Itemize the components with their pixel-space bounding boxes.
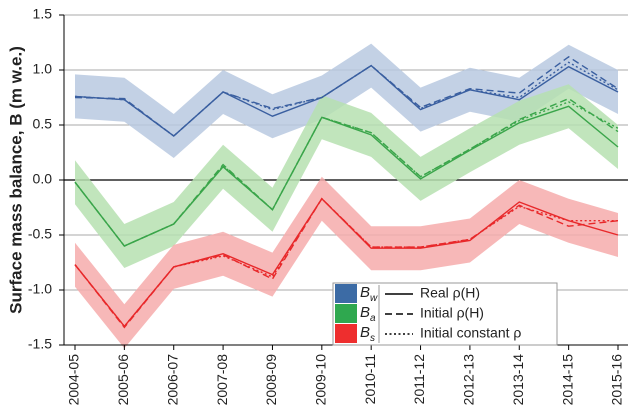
x-tick-label: 2005-06 [115,354,131,406]
x-tick-label: 2007-08 [214,354,230,406]
x-tick-label: 2010-11 [362,354,378,405]
y-tick-label: 0.5 [33,116,53,132]
series-line [74,61,619,137]
legend-box [332,282,558,346]
y-tick-label: 0.0 [33,171,53,187]
x-tick-label: 2015-16 [609,354,625,406]
x-tick-label: 2011-12 [411,354,427,405]
x-tick-label: 2012-13 [461,354,477,406]
x-tick-label: 2013-14 [510,354,526,406]
legend-swatch [335,304,357,323]
y-tick-label: -1.5 [28,336,52,352]
series-line [74,197,618,328]
y-tick-label: -1.0 [28,281,52,297]
legend-label: Real ρ(H) [420,285,480,301]
y-tick-label: 1.5 [33,6,53,22]
x-tick-label: 2006-07 [164,354,180,406]
series-line [74,97,619,247]
legend-swatch [335,324,357,343]
y-tick-label: -0.5 [28,226,52,242]
uncertainty-band [75,43,618,158]
series-line [74,101,619,247]
series-line [74,197,619,329]
legend-swatch [335,284,357,303]
x-tick-label: 2014-15 [559,354,575,406]
uncertainty-band [75,84,618,268]
x-tick-label: 2008-09 [263,354,279,406]
y-axis-label: Surface mass balance, B (m w.e.) [6,46,25,314]
legend-label: Initial constant ρ [420,325,521,341]
legend-label: Initial ρ(H) [420,305,484,321]
x-tick-label: 2004-05 [66,354,82,406]
x-tick-label: 2009-10 [313,354,329,406]
y-tick-label: 1.0 [33,61,53,77]
uncertainty-band [75,176,618,349]
